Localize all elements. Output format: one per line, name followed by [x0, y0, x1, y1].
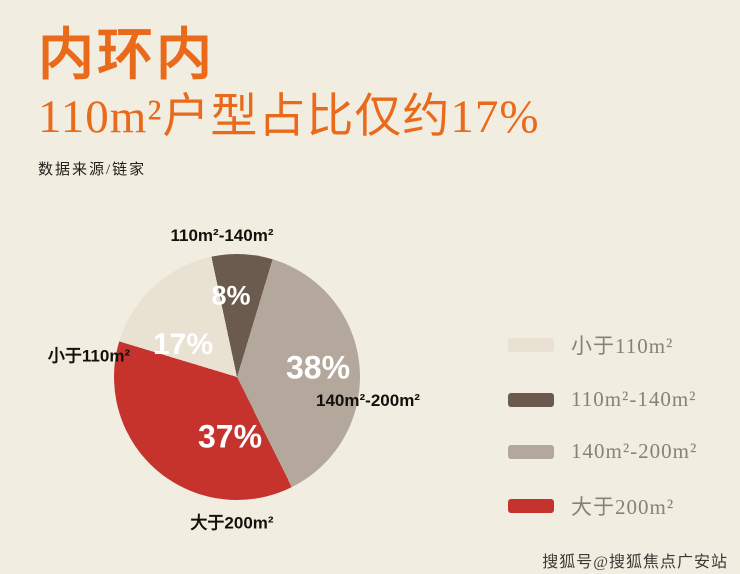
page-title: 内环内 — [38, 23, 215, 86]
legend-swatch — [508, 392, 554, 407]
legend-item: 110m²-140m² — [508, 387, 697, 412]
legend-item: 140m²-200m² — [508, 439, 697, 464]
page-subtitle: 110m²户型占比仅约17% — [38, 90, 540, 143]
pie-category-label: 140m²-200m² — [316, 391, 420, 410]
legend-swatch — [508, 499, 554, 513]
pie-value-label: 37% — [197, 418, 263, 455]
pie-value-label: 8% — [211, 280, 251, 311]
pie-value-label: 17% — [152, 328, 214, 361]
legend-swatch — [508, 338, 554, 352]
legend-swatch — [508, 444, 554, 459]
data-source: 数据来源/链家 — [38, 162, 147, 179]
legend-item: 小于110m² — [508, 330, 697, 360]
header: 内环内 110m²户型占比仅约17% 数据来源/链家 — [38, 23, 540, 179]
pie-chart — [114, 254, 360, 500]
pie-category-label: 110m²-140m² — [170, 226, 274, 245]
legend: 小于110m² 110m²-140m² 140m²-200m² 大于200m² — [508, 330, 697, 521]
legend-item: 大于200m² — [508, 491, 697, 521]
watermark: 搜狐号@搜狐焦点广安站 — [542, 554, 728, 571]
legend-label: 大于200m² — [571, 495, 675, 519]
pie-value-label: 38% — [285, 349, 351, 386]
legend-label: 小于110m² — [571, 334, 674, 358]
pie-category-label: 大于200m² — [190, 513, 274, 533]
legend-label: 110m²-140m² — [571, 387, 697, 411]
legend-label: 140m²-200m² — [571, 439, 698, 463]
pie-category-label: 小于110m² — [47, 346, 131, 366]
